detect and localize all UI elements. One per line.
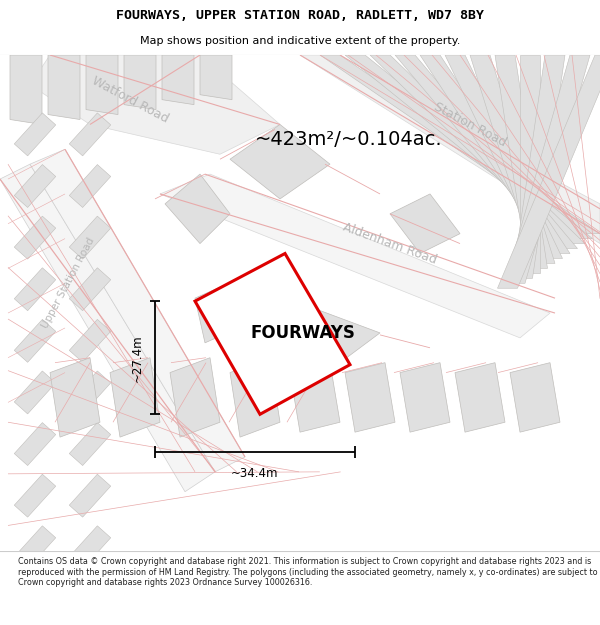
Polygon shape xyxy=(400,362,450,432)
Polygon shape xyxy=(370,55,585,244)
Polygon shape xyxy=(505,55,590,283)
Polygon shape xyxy=(345,362,395,432)
Polygon shape xyxy=(395,55,577,249)
Polygon shape xyxy=(455,362,505,432)
Polygon shape xyxy=(14,268,56,311)
Polygon shape xyxy=(14,422,56,466)
Polygon shape xyxy=(195,278,250,343)
Polygon shape xyxy=(69,216,111,259)
Polygon shape xyxy=(14,371,56,414)
Polygon shape xyxy=(14,216,56,259)
Polygon shape xyxy=(48,55,80,119)
Polygon shape xyxy=(30,149,245,472)
Polygon shape xyxy=(14,319,56,362)
Polygon shape xyxy=(170,357,220,437)
Polygon shape xyxy=(69,422,111,466)
Text: FOURWAYS: FOURWAYS xyxy=(250,324,355,342)
Polygon shape xyxy=(230,357,280,437)
Polygon shape xyxy=(14,113,56,156)
Text: ~27.4m: ~27.4m xyxy=(131,334,143,381)
Polygon shape xyxy=(124,55,156,109)
Polygon shape xyxy=(420,55,570,254)
Polygon shape xyxy=(10,55,42,124)
Polygon shape xyxy=(390,194,460,254)
Polygon shape xyxy=(255,303,380,362)
Polygon shape xyxy=(200,55,232,99)
Polygon shape xyxy=(300,55,600,244)
Polygon shape xyxy=(162,55,194,104)
Polygon shape xyxy=(230,124,330,199)
Polygon shape xyxy=(290,362,340,432)
Polygon shape xyxy=(195,254,350,414)
Polygon shape xyxy=(160,174,550,338)
Polygon shape xyxy=(520,55,540,273)
Polygon shape xyxy=(445,55,563,259)
Polygon shape xyxy=(510,362,560,432)
Polygon shape xyxy=(69,319,111,362)
Polygon shape xyxy=(30,55,280,154)
Polygon shape xyxy=(320,55,600,234)
Polygon shape xyxy=(69,526,111,569)
Polygon shape xyxy=(86,55,118,114)
Polygon shape xyxy=(69,164,111,208)
Polygon shape xyxy=(50,357,100,437)
Text: FOURWAYS, UPPER STATION ROAD, RADLETT, WD7 8BY: FOURWAYS, UPPER STATION ROAD, RADLETT, W… xyxy=(116,9,484,22)
Polygon shape xyxy=(497,55,600,288)
Polygon shape xyxy=(470,55,555,263)
Polygon shape xyxy=(14,164,56,208)
Polygon shape xyxy=(14,474,56,517)
Text: Upper Station Road: Upper Station Road xyxy=(40,236,96,331)
Text: Watford Road: Watford Road xyxy=(89,74,170,126)
Text: Station Road: Station Road xyxy=(431,100,508,149)
Polygon shape xyxy=(495,55,548,268)
Polygon shape xyxy=(345,55,593,239)
Text: Aldenham Road: Aldenham Road xyxy=(341,221,439,267)
Polygon shape xyxy=(69,371,111,414)
Polygon shape xyxy=(110,357,160,437)
Polygon shape xyxy=(69,113,111,156)
Polygon shape xyxy=(0,164,215,492)
Text: ~34.4m: ~34.4m xyxy=(231,468,279,481)
Polygon shape xyxy=(165,174,230,244)
Polygon shape xyxy=(14,526,56,569)
Polygon shape xyxy=(0,55,600,551)
Polygon shape xyxy=(69,268,111,311)
Polygon shape xyxy=(69,474,111,517)
Polygon shape xyxy=(512,55,565,278)
Text: Contains OS data © Crown copyright and database right 2021. This information is : Contains OS data © Crown copyright and d… xyxy=(18,557,598,587)
Text: ~423m²/~0.104ac.: ~423m²/~0.104ac. xyxy=(255,130,443,149)
Text: Map shows position and indicative extent of the property.: Map shows position and indicative extent… xyxy=(140,36,460,46)
